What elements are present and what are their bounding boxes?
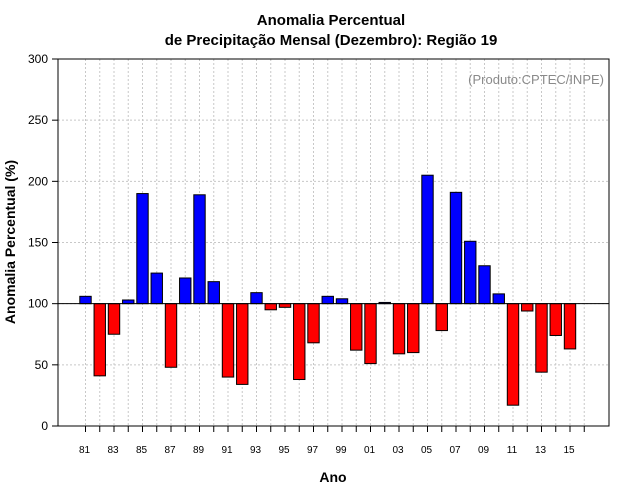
- bar-99: [335, 298, 349, 305]
- bar-98: [321, 295, 334, 305]
- x-tick-label: 13: [535, 445, 547, 456]
- bar-00: [350, 303, 363, 351]
- bar-90: [207, 281, 220, 305]
- bar-84: [122, 299, 135, 305]
- bar-88: [179, 277, 192, 305]
- x-tick-label: 97: [307, 445, 319, 456]
- x-tick-label: 81: [79, 445, 91, 456]
- y-tick-label: 250: [28, 113, 48, 127]
- x-tick-label: 93: [250, 445, 262, 456]
- bar-97: [307, 303, 320, 344]
- y-tick-label: 300: [28, 52, 48, 66]
- x-tick-label: 07: [449, 445, 461, 456]
- bars: [79, 174, 577, 406]
- bar-10: [492, 293, 505, 305]
- bar-07: [449, 191, 463, 305]
- y-tick-label: 0: [41, 419, 48, 433]
- bar-12: [521, 303, 534, 312]
- bar-08: [464, 240, 477, 305]
- bar-92: [236, 303, 249, 385]
- bar-86: [150, 272, 163, 305]
- y-axis: 0 50 100 150 200 250 300: [28, 52, 58, 433]
- bar-81: [79, 295, 92, 305]
- bar-15: [563, 303, 577, 350]
- bar-82: [93, 303, 106, 377]
- bar-91: [221, 303, 235, 378]
- x-tick-label: 01: [364, 445, 376, 456]
- bar-03: [392, 303, 406, 355]
- y-axis-label: Anomalia Percentual (%): [2, 160, 18, 324]
- x-tick-label: 87: [164, 445, 176, 456]
- x-axis-label: Ano: [319, 469, 346, 485]
- y-tick-label: 50: [35, 358, 49, 372]
- bar-83: [107, 303, 121, 335]
- bar-14: [549, 303, 562, 336]
- x-tick-label: 05: [421, 445, 433, 456]
- bar-06: [435, 303, 448, 332]
- x-tick-label: 85: [136, 445, 148, 456]
- y-tick-label: 150: [28, 236, 48, 250]
- bar-01: [364, 303, 377, 365]
- x-tick-label: 03: [392, 445, 404, 456]
- chart-title: Anomalia Percentual: [257, 12, 405, 29]
- x-tick-label: 89: [193, 445, 205, 456]
- y-tick-label: 200: [28, 174, 48, 188]
- bar-13: [535, 303, 548, 373]
- x-tick-label: 83: [107, 445, 119, 456]
- bar-93: [250, 292, 263, 305]
- bar-94: [264, 303, 277, 311]
- x-tick-label: 99: [335, 445, 347, 456]
- x-axis: 81 83 85 87 89 91 93 95 97 99 01 03 05 07 09 11 13 15: [79, 426, 585, 456]
- bar-05: [421, 174, 434, 305]
- chart-subtitle: de Precipitação Mensal (Dezembro): Regiã…: [165, 32, 498, 49]
- bar-09: [478, 265, 491, 305]
- bar-87: [164, 303, 178, 368]
- credit-label: (Produto:CPTEC/INPE): [468, 72, 604, 87]
- x-tick-label: 09: [478, 445, 490, 456]
- bar-85: [136, 193, 149, 305]
- bar-04: [407, 303, 420, 354]
- bar-96: [293, 303, 306, 381]
- x-tick-label: 95: [278, 445, 290, 456]
- x-tick-label: 15: [563, 445, 575, 456]
- x-tick-label: 11: [507, 445, 518, 456]
- bar-11: [506, 303, 520, 406]
- bar-89: [193, 194, 206, 305]
- y-tick-label: 100: [28, 297, 48, 311]
- bar-95: [278, 303, 292, 308]
- x-tick-label: 91: [221, 445, 233, 456]
